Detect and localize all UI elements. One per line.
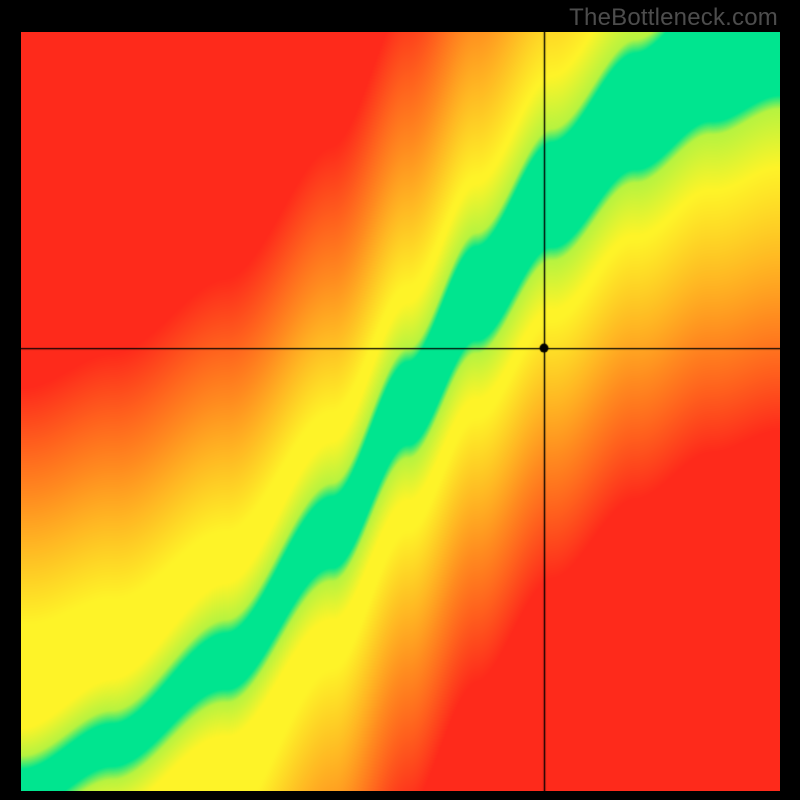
chart-frame: TheBottleneck.com [0, 0, 800, 800]
heatmap-canvas [21, 32, 780, 791]
watermark-text: TheBottleneck.com [569, 4, 778, 32]
